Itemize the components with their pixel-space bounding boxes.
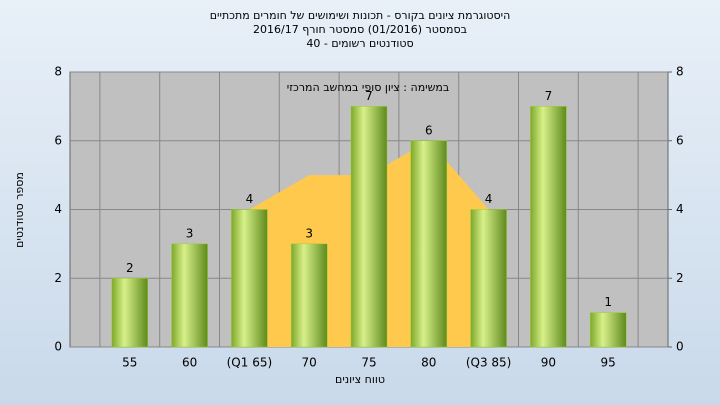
bar <box>231 209 268 348</box>
data-label: 3 <box>186 226 194 240</box>
annotation: במשימה : ציון סופי במחשב המרכזי <box>287 81 450 94</box>
bar <box>589 312 627 348</box>
x-tick-label: 70 <box>302 356 317 370</box>
data-label: 2 <box>126 261 134 275</box>
data-label: 4 <box>246 192 254 206</box>
x-tick-label: (Q1 65) <box>227 356 273 370</box>
y2-tick-label: 0 <box>676 340 684 354</box>
y-axis-label: מספר סטודנטים <box>13 172 26 248</box>
bar <box>530 106 567 348</box>
chart-subtitle: בסמסטר (01/2016) סמסטר חורף 2016/17 <box>253 23 467 36</box>
data-label: 7 <box>365 89 373 103</box>
y2-tick-label: 6 <box>676 133 684 147</box>
y2-tick-label: 8 <box>676 65 684 79</box>
data-label: 7 <box>545 89 553 103</box>
y2-tick-label: 4 <box>676 202 684 216</box>
chart-subtitle: סטודנטים רשומים - 40 <box>306 37 413 50</box>
x-tick-label: 75 <box>361 356 376 370</box>
data-label: 1 <box>604 295 612 309</box>
x-tick-label: 55 <box>122 356 137 370</box>
data-label: 4 <box>485 192 493 206</box>
chart-title: היסטוגרמת ציונים בקורס - תכונות ושימושים… <box>210 9 511 22</box>
x-tick-label: (Q3 85) <box>466 356 512 370</box>
bar <box>410 140 448 348</box>
y-tick-label: 4 <box>54 202 62 216</box>
x-tick-label: 80 <box>421 356 436 370</box>
y-tick-label: 6 <box>54 133 62 147</box>
x-tick-label: 60 <box>182 356 197 370</box>
bar <box>470 209 507 348</box>
x-tick-label: 90 <box>541 356 556 370</box>
bar <box>171 243 208 348</box>
y-tick-label: 0 <box>54 340 62 354</box>
x-tick-label: 95 <box>601 356 616 370</box>
bar <box>350 106 388 348</box>
y2-tick-label: 2 <box>676 271 684 285</box>
y-tick-label: 8 <box>54 65 62 79</box>
data-label: 3 <box>305 226 313 240</box>
data-label: 6 <box>425 123 433 137</box>
y-tick-label: 2 <box>54 271 62 285</box>
bar <box>111 278 149 348</box>
x-axis-label: טווח ציונים <box>335 373 385 386</box>
bar <box>290 243 328 348</box>
